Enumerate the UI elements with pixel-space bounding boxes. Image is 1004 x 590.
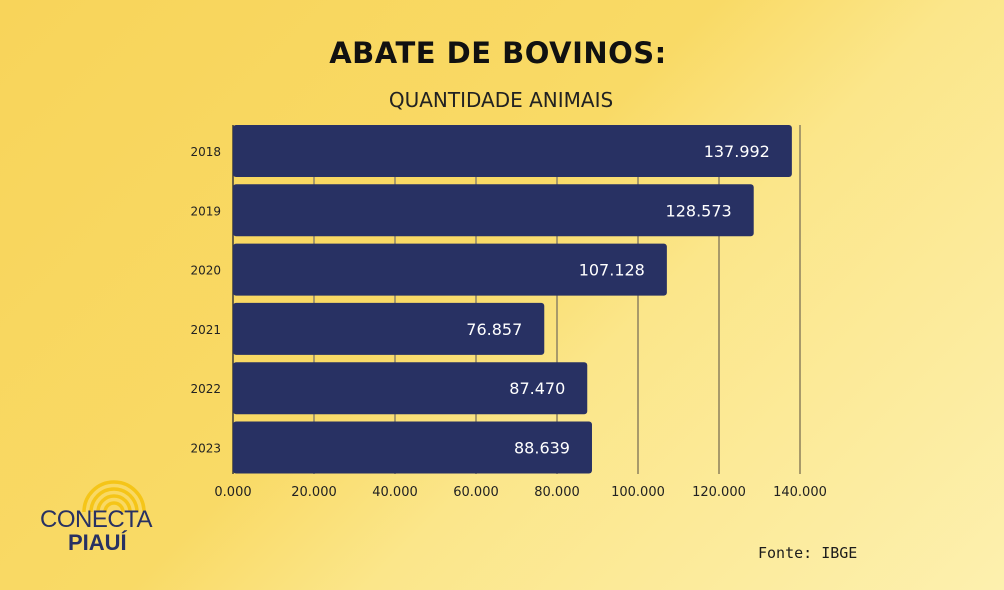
x-tick-label: 60.000	[453, 485, 499, 500]
bar-value-label: 137.992	[704, 142, 770, 161]
bar-value-label: 107.128	[579, 261, 645, 280]
y-tick-label: 2019	[190, 204, 221, 218]
bar-value-label: 88.639	[514, 439, 570, 458]
bar	[233, 421, 592, 474]
x-tick-label: 80.000	[534, 485, 580, 500]
source-note: Fonte: IBGE	[758, 544, 858, 562]
bar	[233, 243, 667, 296]
bar-value-label: 87.470	[509, 379, 565, 398]
y-tick-label: 2018	[190, 145, 221, 159]
y-tick-label: 2022	[190, 382, 221, 396]
conecta-piaui-logo: CONECTA PIAUÍ	[38, 478, 168, 558]
logo-text-conecta: CONECTA	[40, 506, 153, 533]
chart-subtitle: QUANTIDADE ANIMAIS	[388, 88, 614, 112]
bar	[233, 125, 792, 177]
y-tick-label: 2023	[190, 442, 221, 456]
x-tick-label: 100.000	[611, 485, 665, 500]
bar-value-label: 76.857	[466, 320, 522, 339]
bar	[233, 184, 754, 237]
x-tick-label: 20.000	[291, 485, 337, 500]
x-tick-label: 120.000	[692, 485, 746, 500]
bar	[233, 302, 545, 355]
y-tick-label: 2021	[190, 323, 221, 337]
x-tick-label: 140.000	[773, 485, 827, 500]
sun-rays-icon	[82, 480, 146, 513]
y-tick-label: 2020	[190, 264, 221, 278]
chart-title: ABATE DE BOVINOS:	[329, 36, 667, 70]
bar	[233, 362, 588, 415]
bar-value-label: 128.573	[666, 201, 732, 220]
x-tick-label: 0.000	[214, 485, 251, 500]
x-tick-label: 40.000	[372, 485, 418, 500]
logo-text-piaui: PIAUÍ	[68, 530, 127, 555]
